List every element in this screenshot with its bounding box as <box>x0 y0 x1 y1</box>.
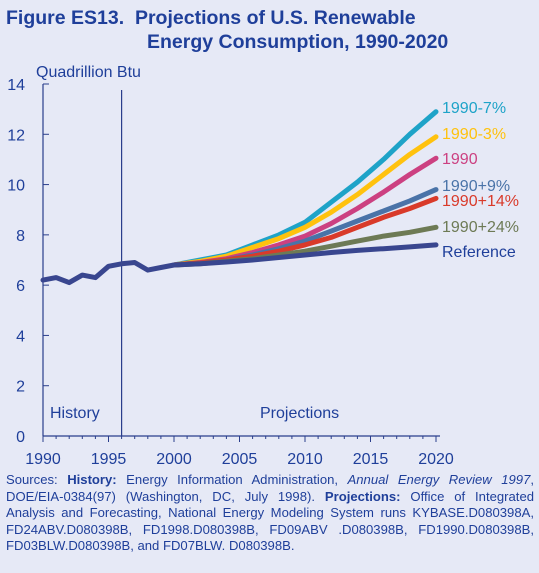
x-tick-label: 2020 <box>418 451 454 468</box>
y-tick-label: 14 <box>7 77 25 94</box>
x-tick-label: 2010 <box>287 451 323 468</box>
sources-history-text1: Energy Information Administration, <box>116 472 348 487</box>
series-lines <box>40 109 439 286</box>
history-region-label: History <box>50 405 100 422</box>
y-tick-label: 10 <box>7 178 25 195</box>
series-label-6: Reference <box>442 244 516 261</box>
sources-history-text2: , DOE/EIA-0384(97) (Washington, DC, July… <box>6 472 534 504</box>
line-chart: 0 2 4 6 8 10 12 14 1990 1995 2000 2005 2010 2015 2020 Q… <box>7 64 519 468</box>
series-label-2: 1990 <box>442 151 478 168</box>
y-tick-label: 2 <box>16 379 25 396</box>
y-tick-label: 4 <box>16 328 25 345</box>
projections-region-label: Projections <box>260 405 339 422</box>
y-axis-label: Quadrillion Btu <box>36 64 141 81</box>
history-line <box>40 260 177 286</box>
labels: 0 2 4 6 8 10 12 14 1990 1995 2000 2005 2010 2015 2020 Q… <box>7 64 519 468</box>
chart-title: Figure ES13. Projections of U.S. Renewab… <box>6 6 448 54</box>
x-tick-label: 2015 <box>353 451 389 468</box>
chart-title-line2: Energy Consumption, 1990-2020 <box>147 31 449 53</box>
series-label-0: 1990-7% <box>442 100 506 117</box>
series-line-6 <box>171 242 439 268</box>
series-label-1: 1990-3% <box>442 126 506 143</box>
x-tick-label: 1990 <box>25 451 61 468</box>
x-tick-label: 2005 <box>222 451 258 468</box>
series-label-5: 1990+24% <box>442 219 519 236</box>
sources-prefix: Sources: <box>6 472 68 487</box>
sources-history-label: History: <box>67 472 117 487</box>
series-label-4: 1990+14% <box>442 193 519 210</box>
y-tick-label: 8 <box>16 228 25 245</box>
y-tick-label: 0 <box>16 429 25 446</box>
y-tick-label: 12 <box>7 127 25 144</box>
sources-history-publication: Annual Energy Review 1997 <box>347 472 531 487</box>
sources-note: Sources: History: Energy Information Adm… <box>6 472 534 555</box>
x-tick-label: 2000 <box>156 451 192 468</box>
x-tick-label: 1995 <box>91 451 127 468</box>
series-label-3: 1990+9% <box>442 178 510 195</box>
sources-projections-text: Office of Integrated Analysis and Foreca… <box>6 488 534 554</box>
chart-title-line1: Figure ES13. Projections of U.S. Renewab… <box>6 7 416 29</box>
y-tick-label: 6 <box>16 278 25 295</box>
sources-projections-label: Projections: <box>324 488 401 504</box>
